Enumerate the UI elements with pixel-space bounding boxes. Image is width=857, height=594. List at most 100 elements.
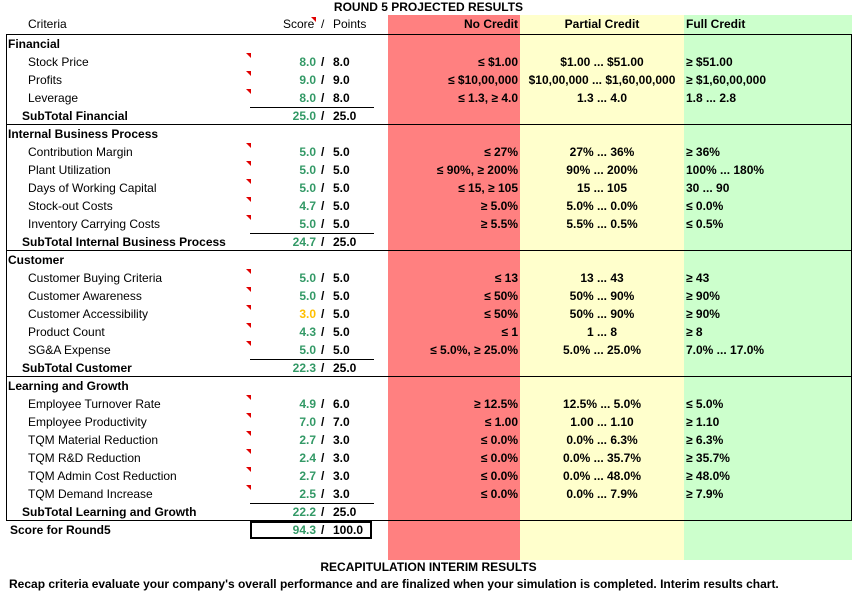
subtotal-score: 22.2 — [292, 505, 316, 519]
points-value: 5.0 — [333, 163, 350, 177]
header-criteria: Criteria — [28, 17, 67, 31]
full-credit-range: ≥ 48.0% — [686, 469, 730, 483]
points-value: 5.0 — [333, 289, 350, 303]
partial-credit-range: 50% ... 90% — [569, 307, 635, 321]
full-credit-range: ≥ 90% — [686, 307, 720, 321]
page-title: ROUND 5 PROJECTED RESULTS — [333, 0, 524, 14]
table-right-border — [851, 34, 852, 520]
subtotal-row: SubTotal Internal Business Process 24.7 / 2… — [0, 233, 857, 251]
score-value: 2.7 — [299, 469, 316, 483]
full-credit-range: 7.0% ... 17.0% — [686, 343, 765, 357]
no-credit-range: ≤ 1.3, ≥ 4.0 — [458, 91, 518, 105]
comment-marker-icon — [246, 71, 251, 76]
score-value: 5.0 — [299, 163, 316, 177]
score-slash: / — [321, 217, 325, 231]
criteria-label: Leverage — [28, 91, 79, 105]
subtotal-rule — [250, 359, 374, 360]
partial-credit-range: 5.0% ... 25.0% — [562, 343, 642, 357]
score-value: 4.7 — [299, 199, 316, 213]
section-title: Learning and Growth — [8, 379, 129, 393]
criteria-label: Customer Buying Criteria — [28, 271, 163, 285]
partial-credit-range: 27% ... 36% — [569, 145, 635, 159]
criteria-label: Plant Utilization — [28, 163, 111, 177]
table-row: TQM Material Reduction 2.7 / 3.0 ≤ 0.0% 0.0% … — [0, 431, 857, 449]
comment-marker-icon — [246, 323, 251, 328]
recap-text: Recap criteria evaluate your company's o… — [9, 577, 779, 591]
score-slash: / — [321, 415, 325, 429]
full-credit-range: ≥ $51.00 — [686, 55, 733, 69]
subtotal-points: 25.0 — [333, 505, 357, 519]
no-credit-range: ≤ 50% — [484, 289, 518, 303]
recap-title: RECAPITULATION INTERIM RESULTS — [320, 560, 537, 574]
table-row: Stock-out Costs 4.7 / 5.0 ≥ 5.0% 5.0% ... 0.0… — [0, 197, 857, 215]
full-credit-range: 30 ... 90 — [686, 181, 730, 195]
score-value: 5.0 — [299, 181, 316, 195]
comment-marker-icon — [246, 431, 251, 436]
criteria-label: Customer Awareness — [28, 289, 142, 303]
points-value: 5.0 — [333, 271, 350, 285]
comment-marker-icon — [246, 413, 251, 418]
score-slash: / — [321, 307, 325, 321]
subtotal-row: SubTotal Customer 22.3 / 25.0 — [0, 359, 857, 377]
criteria-label: Profits — [28, 73, 63, 87]
section-title: Internal Business Process — [8, 127, 159, 141]
subtotal-row: SubTotal Learning and Growth 22.2 / 25.0 — [0, 503, 857, 521]
comment-marker-icon — [246, 179, 251, 184]
total-label: Score for Round5 — [10, 523, 111, 537]
total-slash: / — [321, 523, 325, 537]
partial-credit-range: 0.0% ... 35.7% — [562, 451, 642, 465]
points-value: 8.0 — [333, 91, 350, 105]
full-credit-range: ≥ 6.3% — [686, 433, 724, 447]
subtotal-points: 25.0 — [333, 109, 357, 123]
table-row: Employee Productivity 7.0 / 7.0 ≤ 1.00 1.00 .… — [0, 413, 857, 431]
criteria-label: Customer Accessibility — [28, 307, 149, 321]
criteria-label: Employee Turnover Rate — [28, 397, 161, 411]
table-row: Customer Buying Criteria 5.0 / 5.0 ≤ 13 13 ..… — [0, 269, 857, 287]
total-score: 94.3 — [292, 523, 316, 537]
subtotal-slash: / — [321, 505, 325, 519]
table-row: Inventory Carrying Costs 5.0 / 5.0 ≥ 5.5% 5.5… — [0, 215, 857, 233]
no-credit-range: ≤ 0.0% — [480, 451, 518, 465]
section-top-border — [6, 34, 852, 35]
comment-marker-icon — [246, 269, 251, 274]
partial-credit-range: 1.3 ... 4.0 — [576, 91, 628, 105]
score-value: 2.7 — [299, 433, 316, 447]
points-value: 3.0 — [333, 433, 350, 447]
points-value: 8.0 — [333, 55, 350, 69]
partial-credit-range: 5.0% ... 0.0% — [566, 199, 638, 213]
full-credit-range: ≤ 5.0% — [686, 397, 724, 411]
score-slash: / — [321, 181, 325, 195]
table-row: Product Count 4.3 / 5.0 ≤ 1 1 ... 8 ≥ 8 — [0, 323, 857, 341]
no-credit-range: ≤ 0.0% — [480, 487, 518, 501]
subtotal-rule — [250, 233, 374, 234]
score-value: 8.0 — [299, 91, 316, 105]
score-value: 3.0 — [299, 307, 316, 321]
subtotal-points: 25.0 — [333, 361, 357, 375]
partial-credit-range: 5.5% ... 0.5% — [566, 217, 638, 231]
table-row: Employee Turnover Rate 4.9 / 6.0 ≥ 12.5% 12.5… — [0, 395, 857, 413]
partial-credit-range: 1.00 ... 1.10 — [570, 415, 634, 429]
comment-marker-icon — [246, 143, 251, 148]
subtotal-label: SubTotal Learning and Growth — [22, 505, 197, 519]
no-credit-range: ≤ 1.00 — [484, 415, 518, 429]
full-credit-range: ≥ $1,60,00,000 — [686, 73, 766, 87]
full-credit-range: ≥ 1.10 — [686, 415, 720, 429]
score-value: 2.4 — [299, 451, 316, 465]
points-value: 7.0 — [333, 415, 350, 429]
table-row: TQM R&D Reduction 2.4 / 3.0 ≤ 0.0% 0.0% ... 3… — [0, 449, 857, 467]
no-credit-range: ≤ 5.0%, ≥ 25.0% — [430, 343, 518, 357]
partial-credit-range: 0.0% ... 6.3% — [566, 433, 638, 447]
score-slash: / — [321, 199, 325, 213]
full-credit-range: ≤ 0.5% — [686, 217, 724, 231]
header-full-credit: Full Credit — [686, 17, 746, 31]
table-bottom-border — [6, 520, 852, 521]
header-partial-credit: Partial Credit — [564, 17, 640, 31]
criteria-label: Inventory Carrying Costs — [28, 217, 161, 231]
table-row: Leverage 8.0 / 8.0 ≤ 1.3, ≥ 4.0 1.3 ... 4.0 1.… — [0, 89, 857, 107]
subtotal-slash: / — [321, 109, 325, 123]
score-slash: / — [321, 343, 325, 357]
criteria-label: Days of Working Capital — [28, 181, 157, 195]
no-credit-band — [388, 15, 520, 560]
partial-credit-range: 50% ... 90% — [569, 289, 635, 303]
table-row: Stock Price 8.0 / 8.0 ≤ $1.00 $1.00 ... $51.0… — [0, 53, 857, 71]
